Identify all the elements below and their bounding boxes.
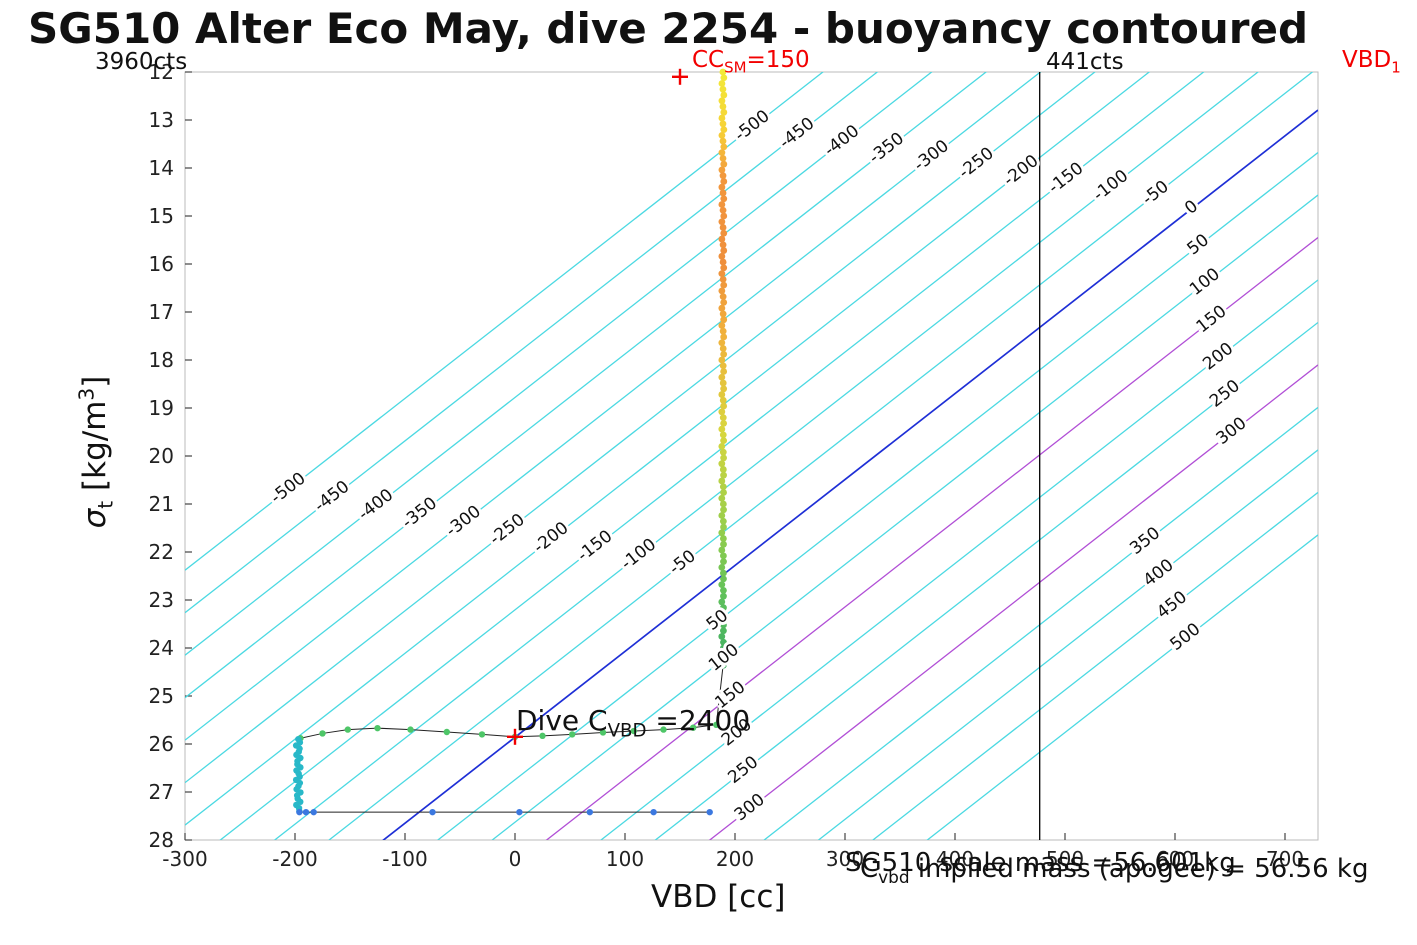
annotation-dive-cvbd-sub: VBD: [607, 720, 647, 742]
page-title: SG510 Alter Eco May, dive 2254 - buoyanc…: [28, 4, 1309, 53]
svg-text:26: 26: [149, 732, 174, 756]
annotation-cc-sm-sub: SM: [724, 58, 747, 77]
annotation-implied-mass-sub: vbd: [878, 867, 910, 888]
svg-text:0: 0: [509, 847, 522, 871]
annotation-cc-sm: CCSM=150: [692, 47, 810, 77]
y-axis-label: σt [kg/m3]: [75, 376, 118, 529]
svg-text:-200: -200: [272, 847, 317, 871]
y-axis-units-sup: 3: [74, 387, 99, 401]
svg-text:15: 15: [149, 204, 174, 228]
svg-text:16: 16: [149, 252, 174, 276]
annotation-implied-mass-post: implied mass (apogee) = 56.56 kg: [909, 854, 1369, 884]
svg-text:700: 700: [1266, 847, 1304, 871]
annotation-vbd-corner-sub: 1: [1391, 58, 1401, 77]
svg-text:13: 13: [149, 108, 174, 132]
svg-text:17: 17: [149, 300, 174, 324]
y-axis-sigma: σ: [77, 508, 114, 529]
svg-text:18: 18: [149, 348, 174, 372]
svg-text:-100: -100: [382, 847, 427, 871]
svg-text:23: 23: [149, 588, 174, 612]
svg-text:19: 19: [149, 396, 174, 420]
annotation-counts-right: 441cts: [1046, 49, 1124, 75]
y-axis-sigma-sub: t: [93, 500, 118, 509]
svg-text:-300: -300: [162, 847, 207, 871]
svg-text:25: 25: [149, 684, 174, 708]
svg-text:24: 24: [149, 636, 174, 660]
annotation-dive-cvbd-post: =2400: [646, 704, 751, 737]
annotation-counts-left: 3960cts: [95, 49, 188, 75]
annotation-vbd-corner-pre: VBD: [1342, 47, 1392, 73]
annotation-cc-sm-post: =150: [746, 47, 810, 73]
svg-text:14: 14: [149, 156, 174, 180]
annotation-vbd-corner: VBD1: [1342, 47, 1401, 77]
annotation-scale-mass: SG510 scale mass =56.601kg: [845, 848, 1236, 878]
svg-text:21: 21: [149, 492, 174, 516]
annotation-dive-cvbd: Dive CVBD =2400: [516, 704, 750, 742]
svg-text:200: 200: [716, 847, 754, 871]
annotation-dive-cvbd-pre: Dive C: [516, 704, 608, 737]
svg-text:20: 20: [149, 444, 174, 468]
svg-text:100: 100: [606, 847, 644, 871]
y-axis-units: [kg/m: [77, 400, 114, 501]
svg-text:12: 12: [149, 60, 174, 84]
svg-text:28: 28: [149, 828, 174, 852]
svg-text:27: 27: [149, 780, 174, 804]
svg-text:600: 600: [1156, 847, 1194, 871]
annotation-cc-sm-pre: CC: [692, 47, 725, 73]
annotation-implied-mass-pre: C: [860, 854, 879, 884]
svg-text:400: 400: [936, 847, 974, 871]
annotation-implied-mass: Cvbd implied mass (apogee) = 56.56 kg: [860, 854, 1368, 887]
svg-text:300: 300: [826, 847, 864, 871]
svg-text:22: 22: [149, 540, 174, 564]
y-axis-units-close: ]: [77, 375, 114, 388]
x-axis-label: VBD [cc]: [651, 879, 786, 915]
svg-text:500: 500: [1046, 847, 1084, 871]
